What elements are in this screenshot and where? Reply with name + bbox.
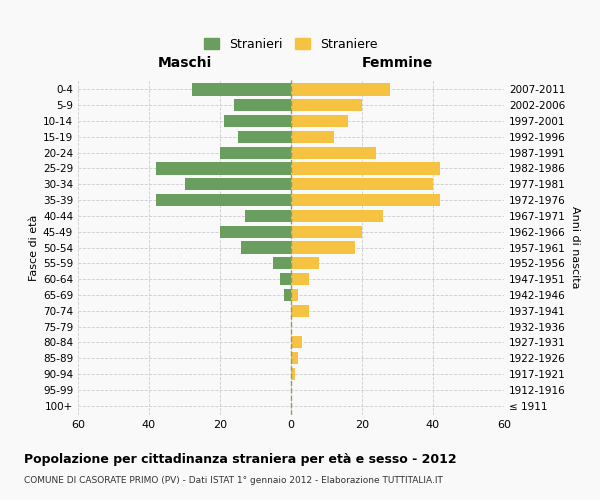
Text: Maschi: Maschi [157, 56, 212, 70]
Bar [291, 115, 348, 127]
Bar [224, 115, 291, 127]
Bar [191, 84, 291, 96]
Bar [185, 178, 291, 190]
Bar [273, 257, 291, 270]
Text: Femmine: Femmine [362, 56, 433, 70]
Bar [241, 242, 291, 254]
Bar [291, 99, 362, 112]
Bar [291, 368, 295, 380]
Bar [291, 226, 362, 238]
Bar [220, 226, 291, 238]
Bar [291, 242, 355, 254]
Bar [291, 304, 309, 317]
Bar [291, 162, 440, 174]
Bar [280, 273, 291, 285]
Bar [284, 288, 291, 301]
Bar [291, 336, 302, 348]
Bar [291, 352, 298, 364]
Text: COMUNE DI CASORATE PRIMO (PV) - Dati ISTAT 1° gennaio 2012 - Elaborazione TUTTIT: COMUNE DI CASORATE PRIMO (PV) - Dati IST… [24, 476, 443, 485]
Y-axis label: Fasce di età: Fasce di età [29, 214, 39, 280]
Text: Popolazione per cittadinanza straniera per età e sesso - 2012: Popolazione per cittadinanza straniera p… [24, 452, 457, 466]
Bar [220, 146, 291, 159]
Legend: Stranieri, Straniere: Stranieri, Straniere [199, 32, 383, 56]
Bar [291, 273, 309, 285]
Bar [245, 210, 291, 222]
Bar [156, 194, 291, 206]
Bar [291, 130, 334, 143]
Bar [238, 130, 291, 143]
Bar [291, 178, 433, 190]
Bar [156, 162, 291, 174]
Bar [291, 288, 298, 301]
Bar [291, 194, 440, 206]
Bar [291, 210, 383, 222]
Bar [291, 257, 319, 270]
Y-axis label: Anni di nascita: Anni di nascita [570, 206, 580, 289]
Bar [291, 146, 376, 159]
Bar [234, 99, 291, 112]
Bar [291, 84, 391, 96]
